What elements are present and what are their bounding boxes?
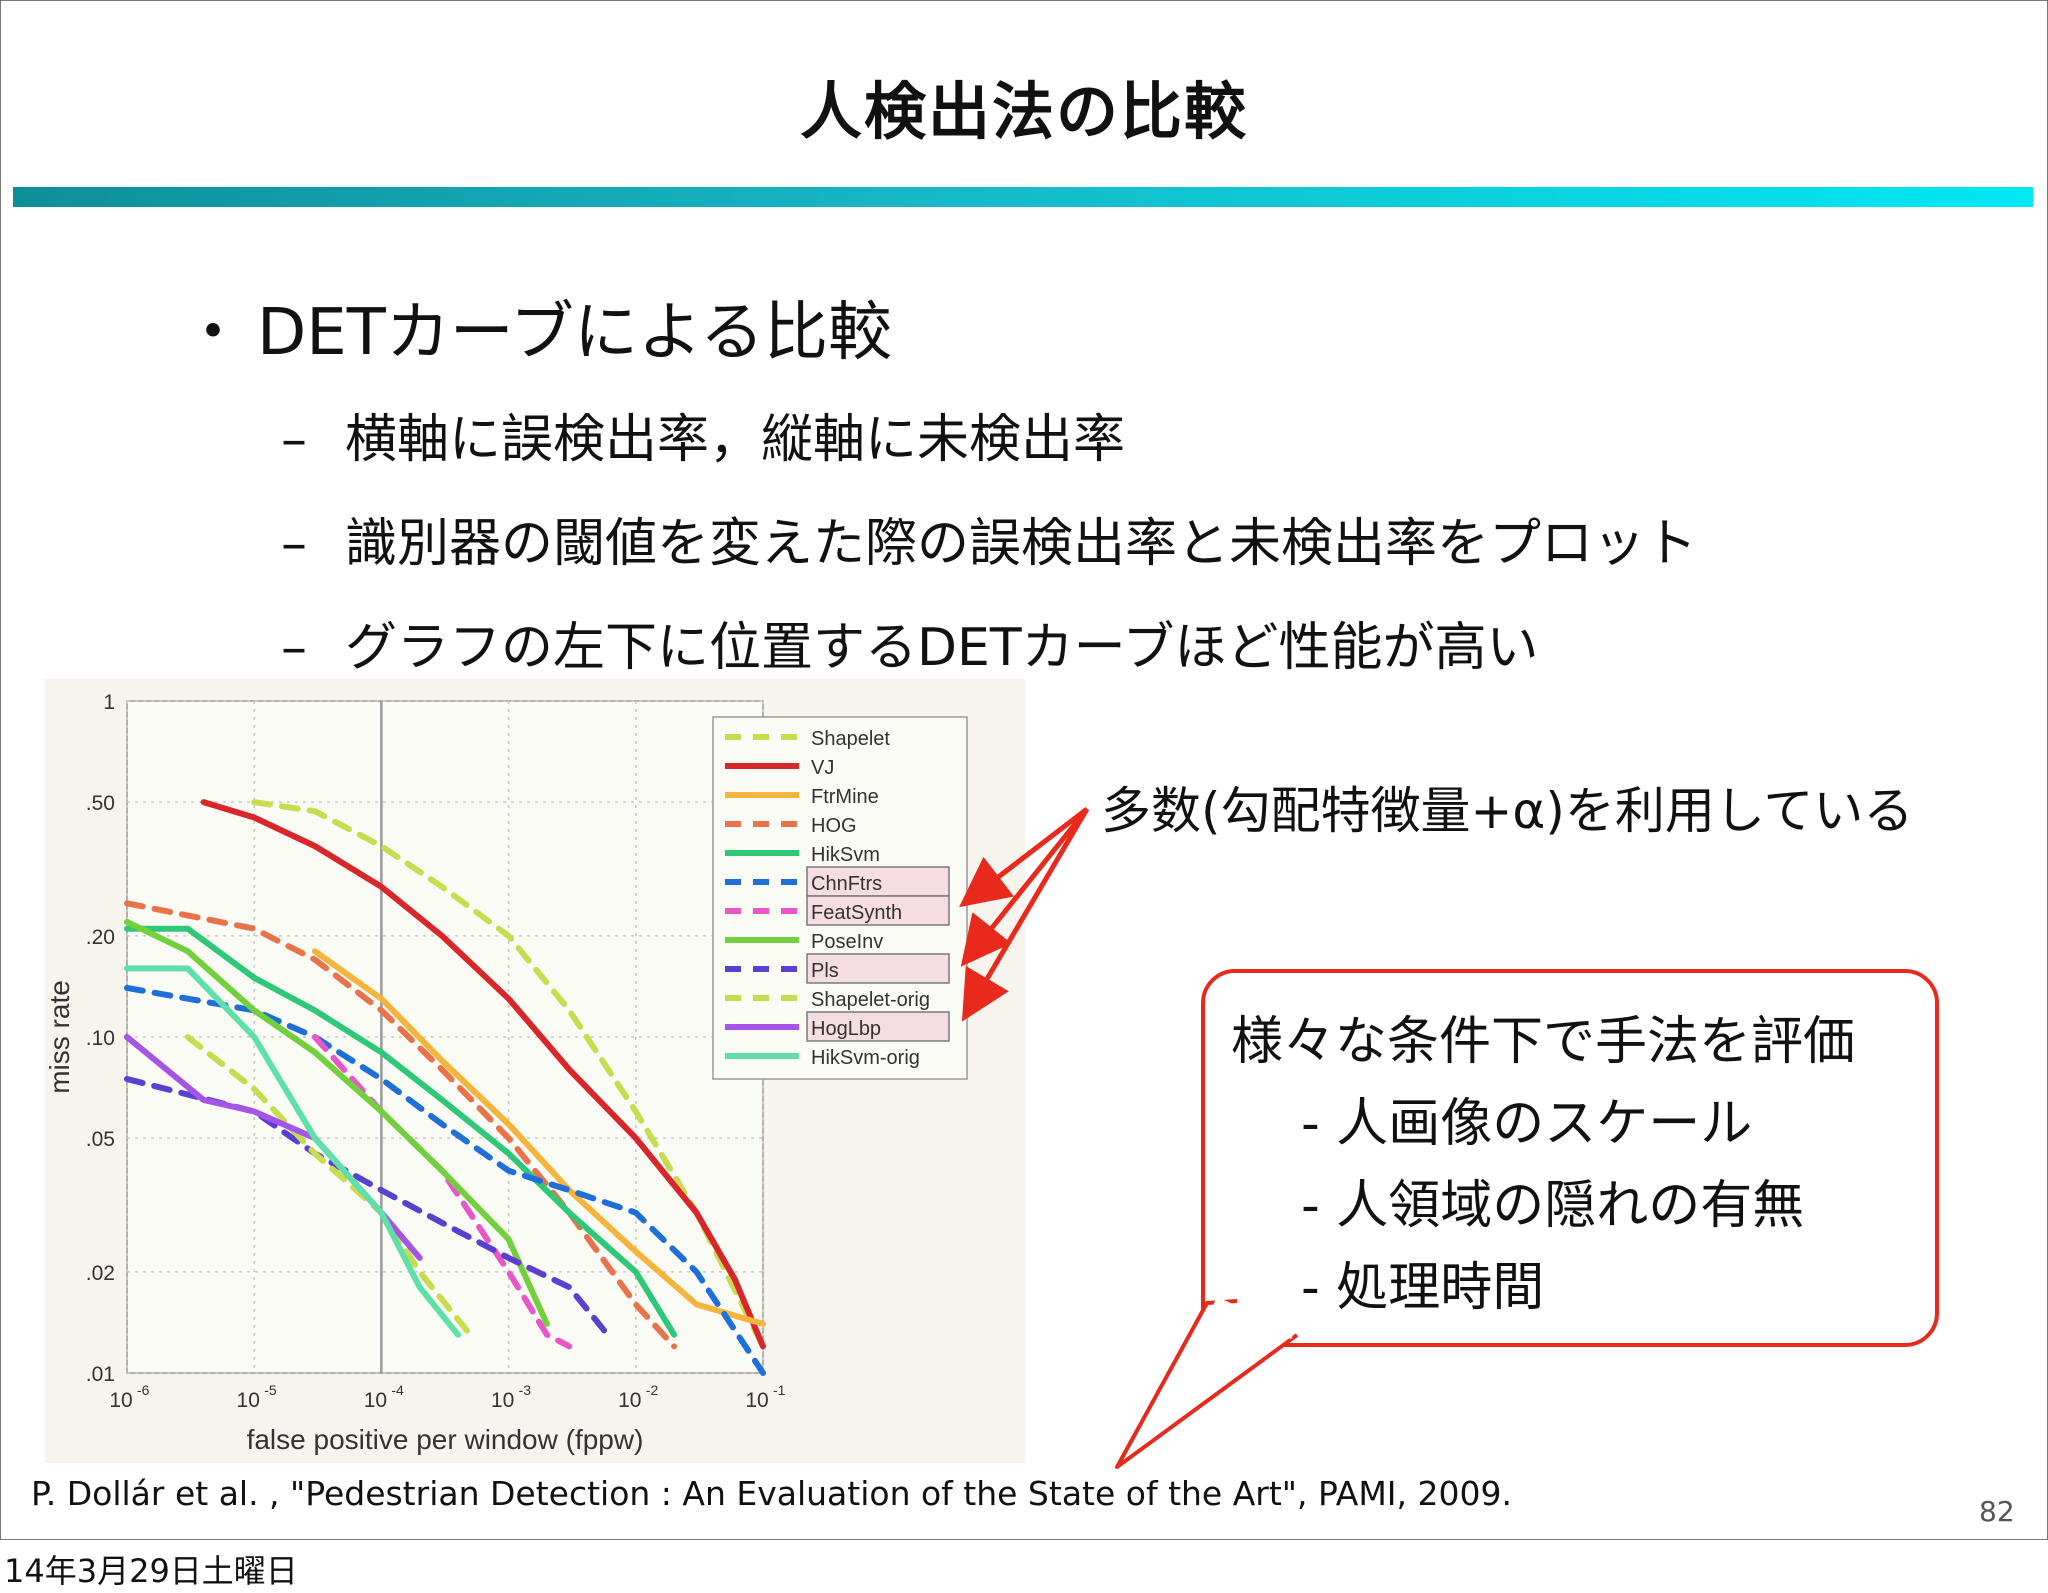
legend-highlight [806,953,950,984]
legend-label: PoseInv [811,931,883,953]
sub-marker: – [281,514,307,574]
sub-bullet-text: 横軸に誤検出率，縦軸に未検出率 [345,410,1126,470]
y-tick-label: .05 [86,1128,115,1151]
legend-label: FtrMine [811,786,879,808]
title-underline-bar [13,187,2033,207]
callout-heading: 様々な条件下で手法を評価 [1231,1012,1856,1072]
x-axis-label: false positive per window (fppw) [247,1424,644,1455]
series-line-hiksvm-orig [124,965,461,1338]
x-tick-exponent: -2 [646,1382,659,1398]
slide-title: 人検出法の比較 [799,75,1248,148]
legend-label: HikSvm-orig [811,1047,920,1069]
x-tick-label: 10 [491,1389,514,1412]
sub-bullet-3: – グラフの左下に位置するDETカーブほど性能が高い [281,605,1539,680]
callout-box: 様々な条件下で手法を評価 - 人画像のスケール - 人領域の隠れの有無 - 処理… [1201,969,1939,1347]
y-tick-label: .01 [86,1363,115,1386]
y-tick-label: 1 [103,691,115,714]
callout-item: - 人画像のスケール [1301,1094,1753,1154]
y-axis-label: miss rate [45,980,75,1094]
legend-label: VJ [811,757,834,779]
series-line-hiksvm [124,925,678,1338]
x-tick-exponent: -3 [519,1382,532,1398]
sub-bullet-1: – 横軸に誤検出率，縦軸に未検出率 [281,397,1125,472]
legend-label: ChnFtrs [811,873,882,895]
legend-label: Shapelet [811,728,890,750]
sub-marker: – [281,410,307,470]
det-curve-chart: 1.50.20.10.05.02.01 10 -6 10 -5 10 -4 10 -3 10 -2 1… [45,679,1025,1463]
series-line-poseinv [124,918,550,1327]
x-tick-label: 10 [618,1389,641,1412]
sub-marker: – [281,618,307,678]
y-tick-label: .02 [86,1262,115,1285]
sub-bullet-2: – 識別器の閾値を変えた際の誤検出率と未検出率をプロット [281,501,1697,576]
y-tick-label: .50 [86,792,115,815]
callout-item: - 人領域の隠れの有無 [1301,1176,1805,1236]
sub-bullet-text: 識別器の閾値を変えた際の誤検出率と未検出率をプロット [345,514,1698,574]
page-number: 82 [1979,1495,2015,1528]
bullet-text: DETカーブによる比較 [257,296,893,370]
callout-item: - 処理時間 [1301,1258,1545,1318]
legend-label: HogLbp [811,1018,881,1040]
legend-label: Shapelet-orig [811,989,930,1011]
legend-label: Pls [811,960,839,982]
y-tick-label: .20 [86,926,115,949]
slide: 人検出法の比較 ・ DETカーブによる比較 – 横軸に誤検出率，縦軸に未検出率 –… [0,0,2048,1540]
legend-highlight [806,1011,950,1042]
legend-highlight [806,866,950,897]
y-tick-label: .10 [86,1027,115,1050]
legend-label: FeatSynth [811,902,902,924]
series-line-vj [200,799,766,1350]
annotation-text: 多数(勾配特徴量+α)を利用している [1101,782,1914,840]
x-tick-label: 10 [745,1389,768,1412]
legend-label: HikSvm [811,844,880,866]
series-line-chnftrs [124,984,766,1376]
x-tick-exponent: -1 [773,1382,786,1398]
date-stamp: 14年3月29日土曜日 [4,1552,298,1590]
reference-citation: P. Dollár et al. , "Pedestrian Detection… [31,1474,1512,1513]
x-tick-label: 10 [364,1389,387,1412]
legend-highlight [806,895,950,926]
sub-bullet-text: グラフの左下に位置するDETカーブほど性能が高い [345,618,1539,678]
plot-area [126,700,764,1374]
series-line-hog [124,900,678,1350]
x-tick-exponent: -5 [264,1382,277,1398]
series-line-shapelet-orig [184,1034,474,1338]
bullet-marker: ・ [181,296,245,370]
series-line-shapelet [251,799,766,1350]
x-tick-exponent: -4 [391,1382,404,1398]
x-tick-label: 10 [109,1389,132,1412]
x-tick-label: 10 [237,1389,260,1412]
legend-label: HOG [811,815,857,837]
x-tick-exponent: -6 [137,1382,150,1398]
series-line-ftrmine [311,948,766,1327]
